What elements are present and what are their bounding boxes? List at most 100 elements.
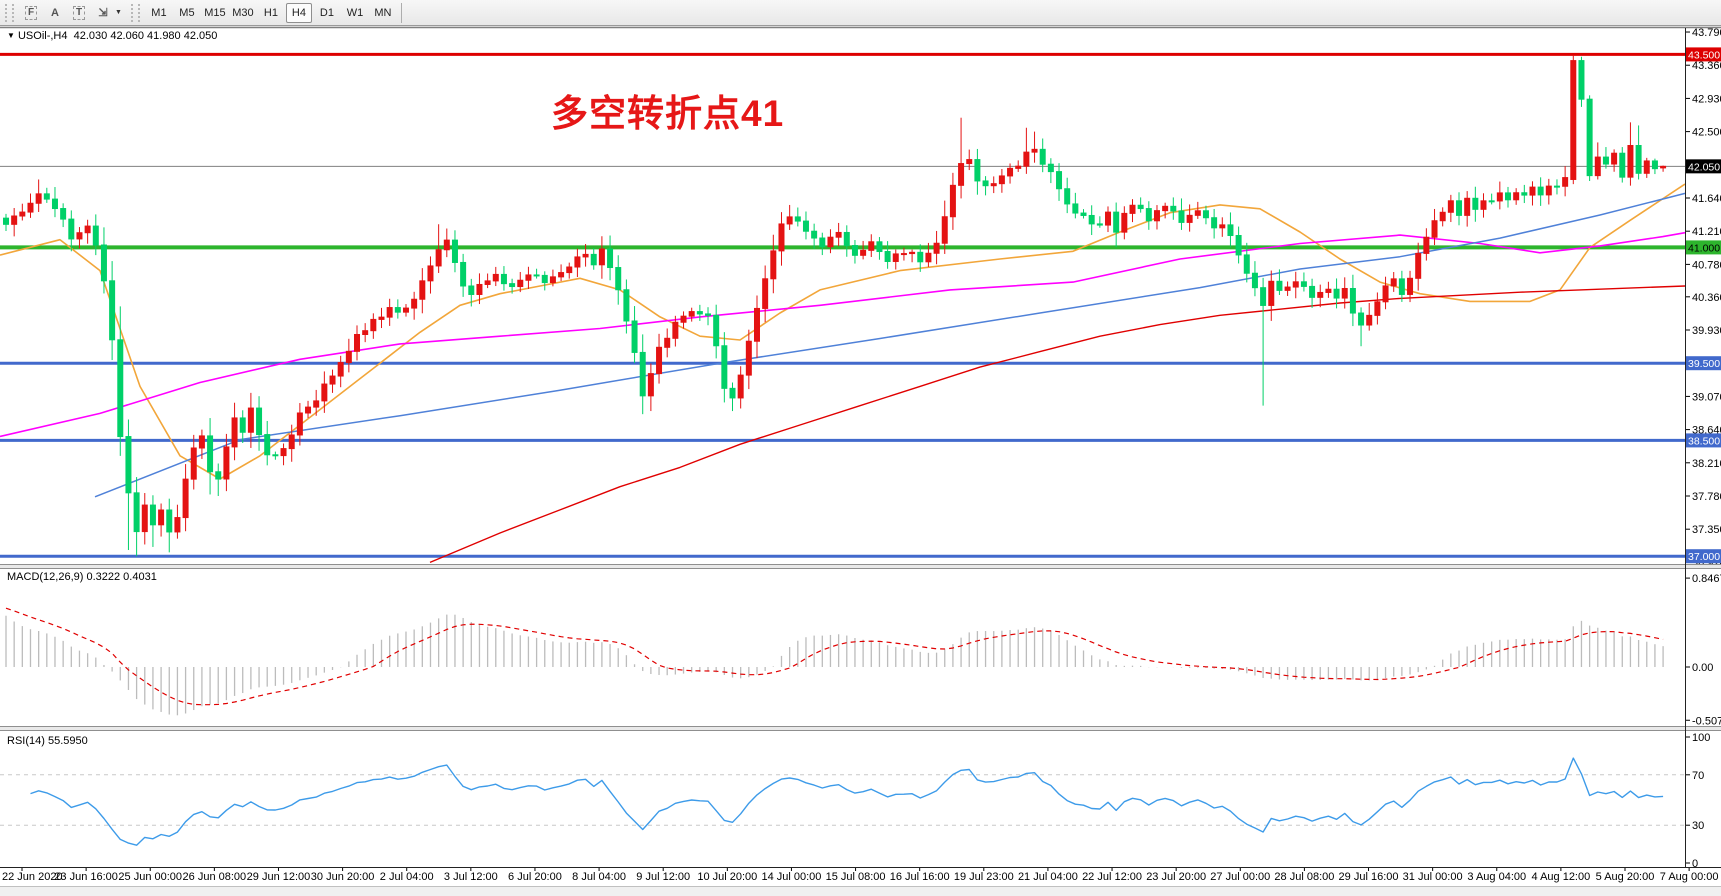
time-tick-label: 22 Jun 2020 <box>2 871 63 883</box>
candle-body <box>696 311 703 315</box>
time-tick-label: 29 Jul 16:00 <box>1339 871 1399 883</box>
candle-body <box>998 175 1005 185</box>
time-tick-label: 6 Jul 20:00 <box>508 871 562 883</box>
candle-body <box>345 350 352 364</box>
hline-price-label-box <box>1686 240 1721 255</box>
timeframe-button-mn[interactable]: MN <box>374 6 392 19</box>
candle-body <box>460 261 467 287</box>
time-tick-label: 8 Jul 04:00 <box>572 871 626 883</box>
candle-body <box>1464 197 1471 216</box>
candle-body <box>1096 223 1103 226</box>
time-tick-label: 3 Aug 04:00 <box>1467 871 1526 883</box>
dropdown-caret-icon[interactable]: ▼ <box>115 9 122 16</box>
candle-body <box>982 180 989 187</box>
collapse-arrow-icon[interactable]: ▼ <box>7 31 15 40</box>
macd-histogram <box>5 614 1664 716</box>
candle-body <box>1056 171 1063 190</box>
candle-body <box>607 248 614 269</box>
candle-body <box>1015 165 1022 169</box>
candle-body <box>1300 281 1307 287</box>
time-tick-label: 23 Jun 16:00 <box>54 871 118 883</box>
candle-body <box>1235 235 1242 256</box>
candle-body <box>1039 148 1046 165</box>
candle-body <box>664 337 671 348</box>
candle-body <box>639 351 646 397</box>
time-tick-label: 21 Jul 04:00 <box>1018 871 1078 883</box>
candle-body <box>1268 280 1275 306</box>
candle-body <box>35 193 42 204</box>
candle-body <box>1023 151 1030 167</box>
timeframe-button-m1[interactable]: M1 <box>151 6 167 19</box>
candle-body <box>280 448 287 457</box>
candle-body <box>141 504 148 533</box>
candle-body <box>1219 224 1226 229</box>
arrow-tools-icon[interactable]: ⇲ <box>98 7 108 19</box>
candle-body <box>435 249 442 267</box>
candle-body <box>843 231 850 247</box>
candle-body <box>1594 156 1601 177</box>
current-price-label-box <box>1686 159 1721 174</box>
candle-body <box>1113 211 1120 233</box>
candle-body <box>215 471 222 480</box>
candle-body <box>1170 205 1177 212</box>
toolbar-grip-2[interactable] <box>130 3 140 22</box>
panel-separator[interactable] <box>0 564 1721 569</box>
candle-body <box>329 375 336 385</box>
price-tick-label: 43.790 <box>1692 27 1721 39</box>
timeframe-button-group: M1 M5 M15 M30 H1 H4 D1 W1 MN <box>145 2 397 23</box>
hline-price-label-box <box>1686 549 1721 564</box>
timeframe-button-m15[interactable]: M15 <box>204 6 226 19</box>
candle-body <box>705 313 712 316</box>
trendline-blue[interactable] <box>94 192 1686 498</box>
candle-body <box>729 387 736 399</box>
price-tick-label: 39.930 <box>1692 325 1721 337</box>
window-bottom-strip <box>0 886 1721 896</box>
candle-body <box>158 509 165 526</box>
rsi-axis-label: 70 <box>1692 770 1704 782</box>
candle-body <box>19 211 26 217</box>
price-tick-label: 37.350 <box>1692 524 1721 536</box>
time-tick-label: 2 Jul 04:00 <box>380 871 434 883</box>
time-tick-label: 22 Jul 12:00 <box>1082 871 1142 883</box>
candle-body <box>1570 60 1577 180</box>
ma-magenta[interactable] <box>0 231 1686 438</box>
timeframe-button-h4[interactable]: H4 <box>285 2 312 23</box>
price-tick-label: 37.780 <box>1692 491 1721 503</box>
candle-body <box>1602 156 1609 165</box>
panel-separator[interactable] <box>0 726 1721 731</box>
current-price-label: 42.050 <box>1688 161 1720 173</box>
timeframe-button-w1[interactable]: W1 <box>346 6 364 19</box>
text-tool-icon[interactable]: A <box>51 6 59 19</box>
candle-body <box>484 280 491 285</box>
time-tick-label: 15 Jul 08:00 <box>826 871 886 883</box>
macd-axis-label: 0.00 <box>1692 662 1713 674</box>
candle-body <box>1651 160 1658 170</box>
cursor-mode-icon[interactable]: F <box>19 3 43 23</box>
ma-red-slow[interactable] <box>429 285 1686 564</box>
timeframe-button-m30[interactable]: M30 <box>232 6 254 19</box>
price-tick-label: 40.360 <box>1692 292 1721 304</box>
candle-body <box>851 245 858 256</box>
timeframe-button-m5[interactable]: M5 <box>179 6 195 19</box>
candle-body <box>1488 200 1495 203</box>
candle-body <box>745 340 752 376</box>
candle-body <box>76 232 83 240</box>
candle-body <box>541 274 548 284</box>
toolbar-grip[interactable] <box>5 3 14 22</box>
candle-body <box>370 318 377 332</box>
timeframe-button-h1[interactable]: H1 <box>263 6 278 19</box>
candle-body <box>827 236 834 248</box>
candlestick-series <box>3 55 1667 557</box>
text-label-tool-icon[interactable]: T <box>67 3 91 23</box>
hline-price-label: 39.500 <box>1688 358 1720 370</box>
timeframe-button-d1[interactable]: D1 <box>319 6 334 19</box>
chart-title: ▼ USOil-,H4 42.030 42.060 41.980 42.050 <box>7 30 217 42</box>
candle-body <box>1251 272 1258 289</box>
candle-body <box>288 434 295 450</box>
chart-background <box>0 27 1721 886</box>
candle-body <box>949 184 956 218</box>
candle-body <box>1333 288 1340 299</box>
candle-body <box>1309 285 1316 298</box>
